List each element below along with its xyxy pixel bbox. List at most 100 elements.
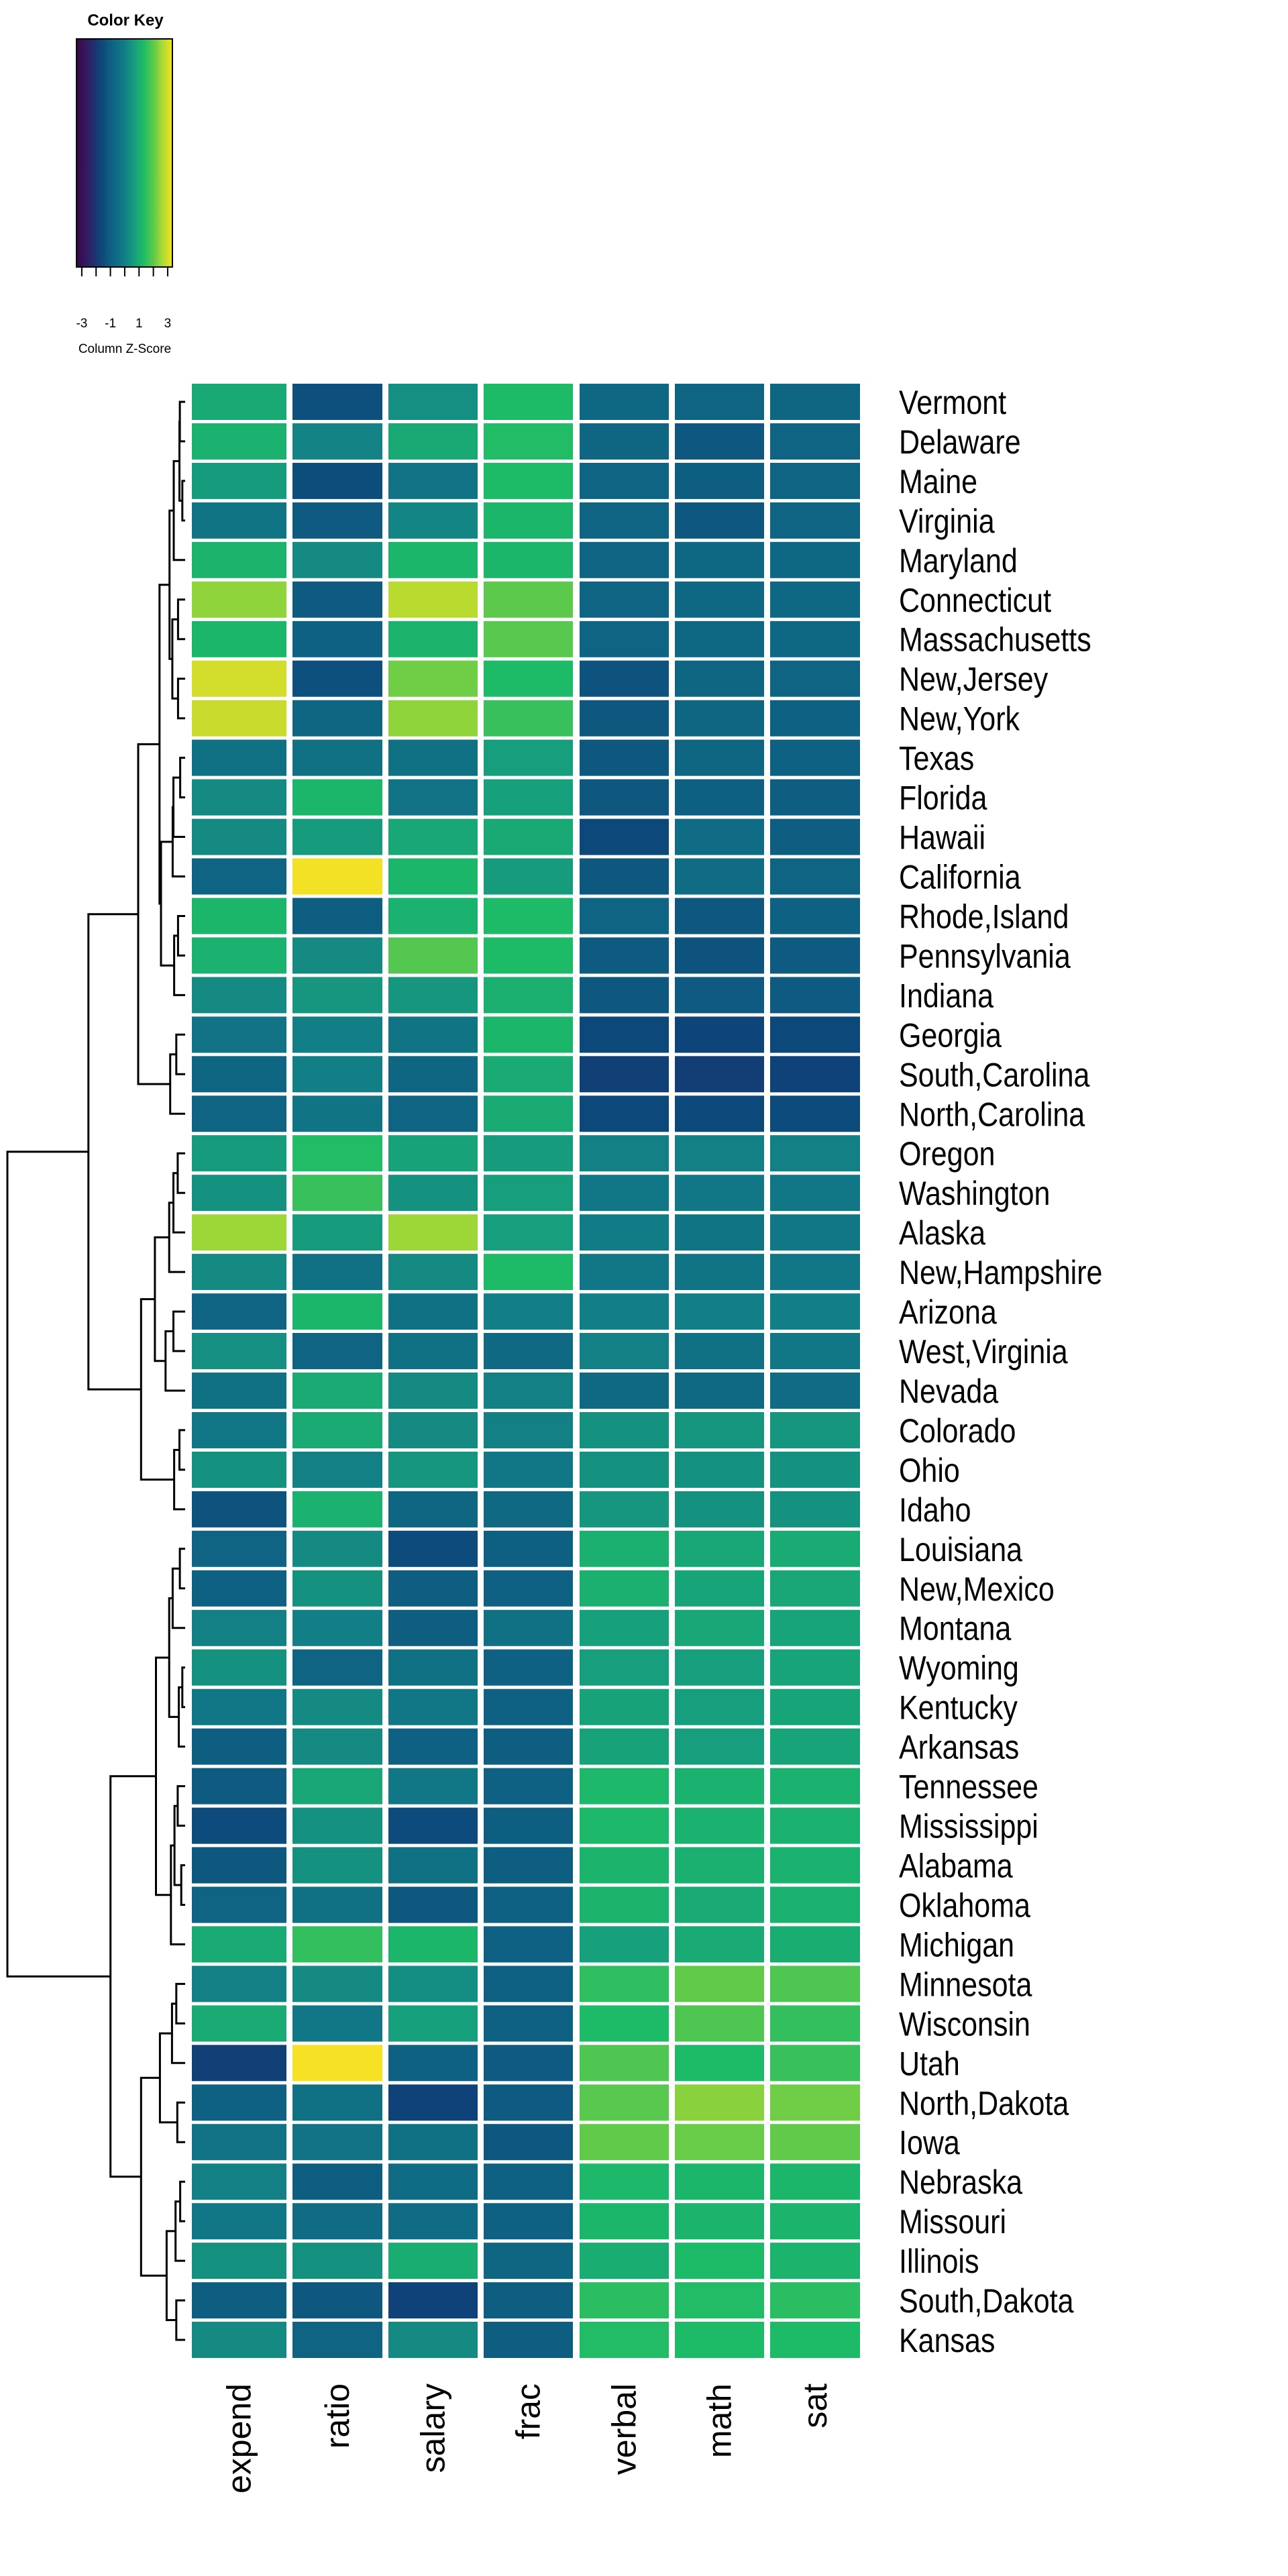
heatmap-cell (292, 1491, 382, 1527)
heatmap-cell (580, 1135, 669, 1172)
heatmap-cell (675, 1333, 764, 1369)
row-label: Georgia (899, 1016, 1002, 1054)
heatmap-cell (675, 2124, 764, 2161)
heatmap-cell (388, 779, 478, 816)
heatmap-cell (192, 1847, 286, 1884)
heatmap-cell (388, 2243, 478, 2279)
heatmap-cell (292, 2282, 382, 2319)
heatmap-cell (770, 1491, 860, 1527)
heatmap-cell (192, 1570, 286, 1607)
heatmap-cell (770, 739, 860, 776)
dendrogram-branch (87, 913, 142, 1391)
heatmap-cell (675, 739, 764, 776)
heatmap-cell (675, 2084, 764, 2121)
heatmap-cell (484, 1451, 573, 1488)
heatmap-cell (388, 2084, 478, 2121)
heatmap-cell (292, 462, 382, 499)
row-label: South,Dakota (899, 2282, 1074, 2320)
heatmap-cell (580, 1966, 669, 2002)
heatmap-cell (388, 2282, 478, 2319)
dendrogram-branch (140, 2076, 167, 2277)
heatmap-cell (292, 2163, 382, 2200)
heatmap-cell (580, 2322, 669, 2358)
heatmap-cell (770, 1886, 860, 1923)
heatmap-cell (192, 1530, 286, 1567)
heatmap-cell (192, 898, 286, 934)
heatmap-cell (675, 1412, 764, 1448)
row-label: Alaska (899, 1214, 985, 1252)
heatmap-cell (484, 1016, 573, 1053)
heatmap-cell (484, 898, 573, 934)
row-label: Florida (899, 780, 987, 817)
dendrogram-branch (175, 2299, 185, 2341)
row-label: Oklahoma (899, 1886, 1030, 1924)
heatmap-cell (770, 1254, 860, 1291)
heatmap-cell (675, 621, 764, 657)
heatmap-cell (580, 1807, 669, 1844)
heatmap-cell (192, 977, 286, 1014)
heatmap-cell (580, 1728, 669, 1765)
row-label: Kansas (899, 2322, 995, 2359)
heatmap-cell (192, 1056, 286, 1093)
heatmap-cell (484, 384, 573, 420)
heatmap-cell (192, 2045, 286, 2082)
heatmap-cell (770, 2124, 860, 2161)
heatmap-cell (484, 739, 573, 776)
dendrogram-branch (170, 1844, 185, 1945)
heatmap-cell (292, 2045, 382, 2082)
heatmap-cell (770, 1095, 860, 1132)
heatmap-cell (484, 1886, 573, 1923)
heatmap-cell (580, 541, 669, 578)
heatmap-cell (484, 2084, 573, 2121)
dendrogram-branch (169, 1053, 185, 1115)
heatmap-cell (484, 1570, 573, 1607)
heatmap-cell (770, 1412, 860, 1448)
row-label: California (899, 858, 1021, 896)
heatmap-cell (675, 1491, 764, 1527)
heatmap-cell (388, 2045, 478, 2082)
heatmap-cell (388, 2163, 478, 2200)
heatmap-cell (675, 1728, 764, 1765)
heatmap-cell (192, 2282, 286, 2319)
heatmap-cell (292, 1293, 382, 1330)
heatmap-cell (675, 660, 764, 697)
heatmap-cell (192, 1373, 286, 1409)
heatmap-cell (388, 739, 478, 776)
row-label: South,Carolina (899, 1056, 1089, 1093)
heatmap-cell (770, 621, 860, 657)
heatmap-cell (192, 1807, 286, 1844)
heatmap-cell (675, 541, 764, 578)
heatmap-cell (675, 1373, 764, 1409)
heatmap-cell (292, 1768, 382, 1805)
heatmap-cell (192, 502, 286, 539)
row-label: Texas (899, 740, 974, 777)
heatmap-cell (192, 1016, 286, 1053)
heatmap-cell (292, 779, 382, 816)
heatmap-cell (484, 1926, 573, 1963)
heatmap-cell (192, 1688, 286, 1725)
heatmap-cell (770, 1016, 860, 1053)
heatmap-cell (770, 1926, 860, 1963)
heatmap-cell (484, 1609, 573, 1646)
heatmap-cell (192, 2084, 286, 2121)
dendrogram-branch (181, 480, 185, 522)
heatmap-cell (484, 1135, 573, 1172)
heatmap-cell (388, 462, 478, 499)
heatmap-cell (770, 1373, 860, 1409)
heatmap-cell (292, 739, 382, 776)
heatmap-cell (192, 1886, 286, 1923)
heatmap-cell (388, 1807, 478, 1844)
heatmap-cell (580, 1016, 669, 1053)
heatmap-cell (388, 858, 478, 895)
color-key-gradient (76, 38, 173, 268)
row-label: Indiana (899, 977, 994, 1014)
heatmap-cell (675, 1016, 764, 1053)
heatmap-cell (580, 2045, 669, 2082)
heatmap-cell (580, 1926, 669, 1963)
heatmap-cell (580, 621, 669, 657)
heatmap-cell (580, 977, 669, 1014)
dendrogram-branch (171, 806, 185, 877)
heatmap-cell (388, 1175, 478, 1212)
heatmap-cell (484, 858, 573, 895)
